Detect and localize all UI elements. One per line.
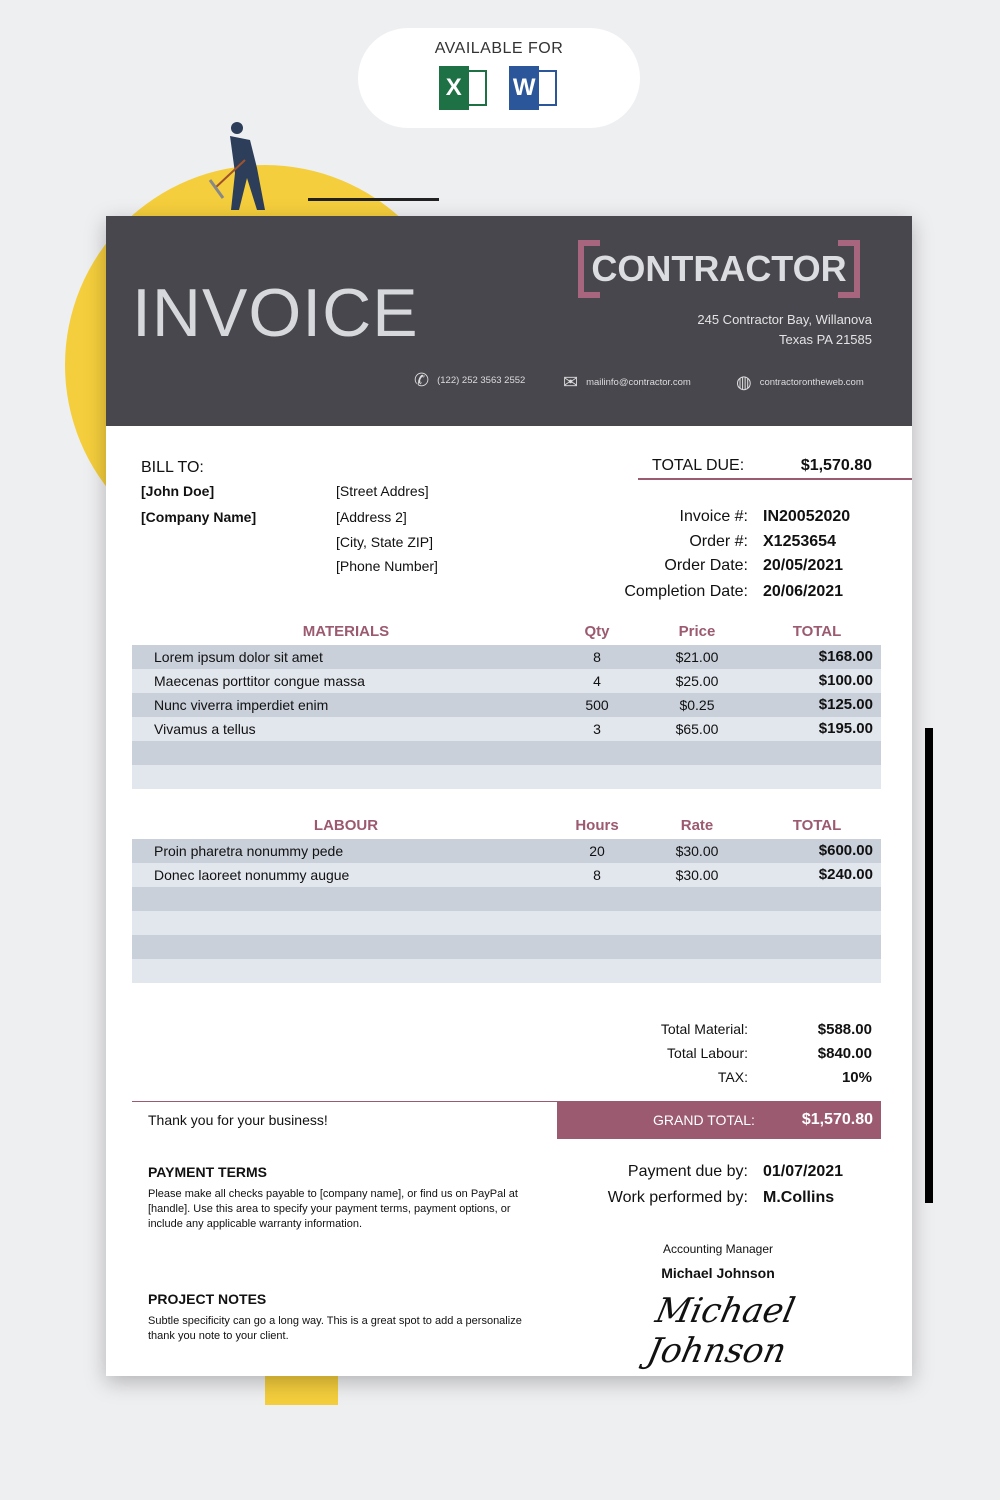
grand-total-bar: GRAND TOTAL: $1,570.80 — [557, 1102, 881, 1139]
project-notes-text: Subtle specificity can go a long way. Th… — [148, 1315, 522, 1342]
labour-header-3: TOTAL — [792, 817, 842, 834]
cell: 8 — [593, 867, 601, 883]
divider — [132, 1101, 881, 1102]
meta-label: Completion Date: — [624, 583, 748, 600]
contact-web: ◍ contractorontheweb.com — [736, 372, 864, 392]
invoice-document: INVOICE CONTRACTOR 245 Contractor Bay, W… — [106, 216, 912, 1376]
cell: $65.00 — [675, 721, 719, 737]
cell: 3 — [593, 721, 601, 737]
contact-email: ✉ mailinfo@contractor.com — [563, 372, 691, 392]
meta-value: 20/05/2021 — [763, 557, 844, 574]
meta-value: 20/06/2021 — [763, 583, 844, 600]
thank-you: Thank you for your business! — [148, 1112, 328, 1128]
signer-role: Accounting Manager — [662, 1242, 774, 1256]
cell: $0.25 — [679, 697, 715, 713]
table-row — [132, 765, 881, 789]
table-row: Vivamus a tellus 3 $65.00 $195.00 — [132, 717, 881, 741]
client-company: [Company Name] — [141, 509, 257, 525]
table-row: Proin pharetra nonummy pede 20 $30.00 $600.… — [132, 839, 881, 863]
signature: Michael Johnson — [643, 1291, 799, 1371]
total-due: TOTAL DUE: $1,570.80 — [638, 457, 912, 480]
payment-due-value: 01/07/2021 — [763, 1163, 844, 1180]
summary-value: 10% — [841, 1069, 872, 1086]
table-row — [132, 741, 881, 765]
word-icon: W — [509, 62, 559, 112]
table-row — [132, 911, 881, 935]
meta-label: Invoice #: — [679, 508, 748, 525]
cell: $168.00 — [818, 648, 873, 665]
table-row: Lorem ipsum dolor sit amet 8 $21.00 $168.00 — [132, 645, 881, 669]
work-performed-label: Work performed by: — [607, 1189, 748, 1206]
cell: Lorem ipsum dolor sit amet — [154, 649, 323, 665]
labour-header-2: Rate — [680, 817, 714, 834]
decorative-bar — [925, 728, 933, 1203]
meta-label: Order Date: — [664, 557, 748, 574]
payment-due-label: Payment due by: — [627, 1163, 748, 1180]
cell: $100.00 — [818, 672, 873, 689]
cell: 20 — [589, 843, 605, 859]
summary-value: $840.00 — [817, 1045, 872, 1062]
table-row: Maecenas porttitor congue massa 4 $25.00 $1… — [132, 669, 881, 693]
payment-terms-title: PAYMENT TERMS — [148, 1164, 268, 1180]
available-for-label: AVAILABLE FOR — [434, 40, 564, 57]
cell: $125.00 — [818, 696, 873, 713]
labour-header-1: Hours — [575, 817, 619, 834]
cell: 4 — [593, 673, 601, 689]
globe-icon: ◍ — [736, 372, 752, 392]
table-row — [132, 959, 881, 983]
client-phone: [Phone Number] — [336, 558, 438, 574]
summary-label: TAX: — [717, 1069, 748, 1085]
bill-to-label: BILL TO: — [141, 459, 204, 476]
client-city: [City, State ZIP] — [336, 534, 433, 550]
table-row — [132, 935, 881, 959]
cell: Donec laoreet nonummy augue — [154, 867, 350, 883]
invoice-header: INVOICE CONTRACTOR 245 Contractor Bay, W… — [106, 216, 912, 426]
client-address2: [Address 2] — [336, 509, 407, 525]
phone-icon: ✆ — [414, 370, 430, 390]
cell: Maecenas porttitor congue massa — [154, 673, 365, 689]
cell: Vivamus a tellus — [154, 721, 256, 737]
client-name: [John Doe] — [141, 483, 215, 499]
work-performed-value: M.Collins — [763, 1189, 835, 1206]
contact-phone: ✆ (122) 252 3563 2552 — [414, 370, 526, 390]
decorative-line — [308, 198, 439, 201]
meta-value: IN20052020 — [763, 508, 851, 525]
cell: Nunc viverra imperdiet enim — [154, 697, 329, 713]
cell: $600.00 — [818, 842, 873, 859]
available-for-badge: AVAILABLE FOR X W — [358, 28, 640, 128]
table-row: Nunc viverra imperdiet enim 500 $0.25 $125.… — [132, 693, 881, 717]
signer-name: Michael Johnson — [661, 1265, 775, 1281]
cell: $30.00 — [675, 843, 719, 859]
cell: $21.00 — [675, 649, 719, 665]
materials-header-0: MATERIALS — [302, 623, 390, 640]
cell: Proin pharetra nonummy pede — [154, 843, 344, 859]
envelope-icon: ✉ — [563, 372, 579, 392]
address-line-2: Texas PA 21585 — [779, 332, 872, 347]
cell: $30.00 — [675, 867, 719, 883]
project-notes-title: PROJECT NOTES — [148, 1291, 267, 1307]
meta-value: X1253654 — [763, 533, 836, 550]
cell: 500 — [585, 697, 609, 713]
summary-label: Total Labour: — [667, 1045, 748, 1061]
cell: $195.00 — [818, 720, 873, 737]
meta-label: Order #: — [689, 533, 748, 550]
client-street: [Street Addres] — [336, 483, 429, 499]
address-line-1: 245 Contractor Bay, Willanova — [697, 312, 872, 327]
materials-header-1: Qty — [584, 623, 610, 640]
brand-logo: CONTRACTOR — [578, 240, 860, 298]
materials-header-3: TOTAL — [792, 623, 842, 640]
labour-header-0: LABOUR — [313, 817, 379, 834]
summary-value: $588.00 — [817, 1021, 872, 1038]
excel-icon: X — [438, 62, 489, 112]
cell: 8 — [593, 649, 601, 665]
payment-terms-text: Please make all checks payable to [compa… — [148, 1188, 518, 1230]
invoice-title: INVOICE — [132, 275, 419, 351]
table-row: Donec laoreet nonummy augue 8 $30.00 $240.0… — [132, 863, 881, 887]
table-row — [132, 887, 881, 911]
cell: $25.00 — [675, 673, 719, 689]
cell: $240.00 — [818, 866, 873, 883]
materials-header-2: Price — [678, 623, 716, 640]
worker-figure-icon — [208, 122, 265, 210]
summary-label: Total Material: — [660, 1021, 748, 1037]
